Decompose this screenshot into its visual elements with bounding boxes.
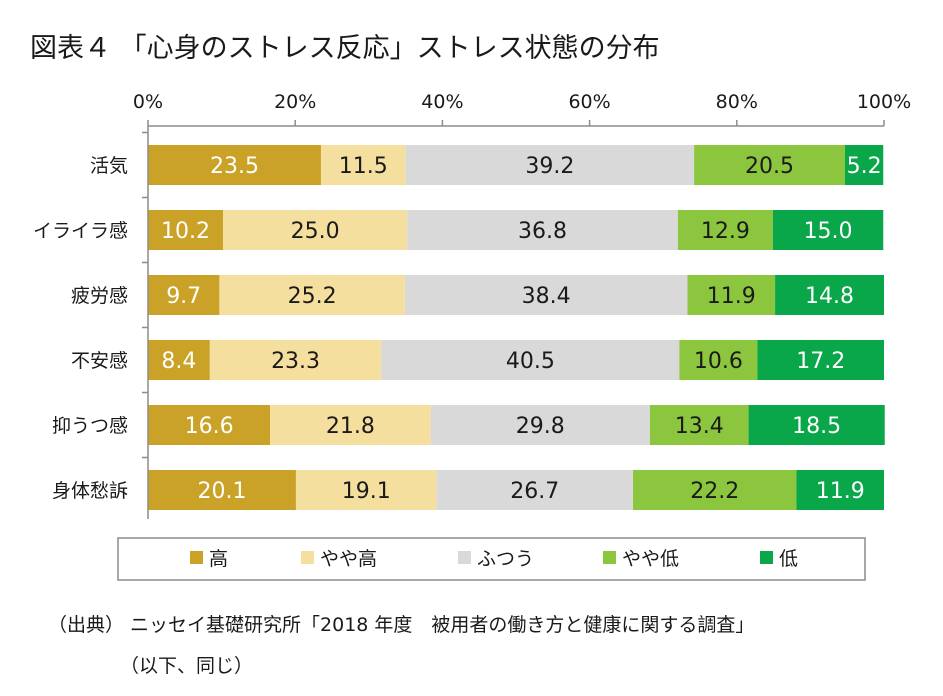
bar-segment (649, 405, 749, 445)
bar-segment (148, 210, 224, 250)
bar-segment (404, 275, 688, 315)
bar-segment (687, 275, 776, 315)
bar-segment (148, 470, 296, 510)
axes (142, 125, 884, 519)
bar-segment (677, 210, 773, 250)
legend-label: 低 (779, 548, 798, 570)
bar-segment (748, 405, 885, 445)
legend-label: ふつう (477, 548, 534, 570)
x-tick-label: 60% (568, 91, 610, 113)
x-tick-label: 80% (716, 91, 758, 113)
bar-segment (209, 340, 382, 380)
bar-segment (430, 405, 650, 445)
bar-segment (844, 145, 884, 185)
data-label: 25.0 (291, 219, 340, 244)
bar-segment (148, 145, 321, 185)
legend-swatch (760, 551, 773, 564)
category-label: 疲労感 (71, 285, 128, 307)
data-label: 8.4 (161, 349, 196, 374)
bar-segment (694, 145, 845, 185)
data-label: 25.2 (288, 284, 337, 309)
x-axis-ticks: 0% 20% 40% 60% 80% 100% (133, 91, 911, 126)
stacked-bar-chart: 0% 20% 40% 60% 80% 100% 23.5 11.5 39.2 20.5 5.2 10… (33, 91, 911, 581)
data-label: 16.6 (185, 414, 234, 439)
legend-box (117, 537, 866, 581)
data-label: 23.5 (210, 154, 259, 179)
legend-label: やや高 (320, 548, 377, 570)
bar-segment (757, 340, 884, 380)
category-label: イライラ感 (33, 220, 128, 242)
bar-segment (148, 405, 271, 445)
legend: 高 やや高 ふつう やや低 低 (117, 537, 866, 581)
data-label: 21.8 (326, 414, 375, 439)
bar-segment (223, 210, 408, 250)
bar-segment (381, 340, 680, 380)
category-label: 活気 (90, 155, 128, 177)
legend-swatch (190, 551, 203, 564)
data-label: 11.5 (339, 154, 388, 179)
data-label: 15.0 (804, 219, 853, 244)
x-tick-label: 0% (133, 91, 163, 113)
data-label: 18.5 (792, 414, 841, 439)
data-label: 9.7 (166, 284, 201, 309)
data-label: 26.7 (510, 479, 559, 504)
data-label: 10.6 (694, 349, 743, 374)
bar-segment (219, 275, 405, 315)
data-label: 11.9 (816, 479, 865, 504)
data-label: 13.4 (675, 414, 724, 439)
legend-label: やや低 (622, 548, 679, 570)
data-label: 38.4 (522, 284, 571, 309)
bar-segment (295, 470, 437, 510)
data-label: 23.3 (271, 349, 320, 374)
bar-segment (405, 145, 695, 185)
x-tick-label: 40% (421, 91, 463, 113)
bar-segment (633, 470, 797, 510)
data-label: 12.9 (701, 219, 750, 244)
data-label: 22.2 (690, 479, 739, 504)
source-note-continued: （以下、同じ） (120, 655, 254, 677)
bar-segment (775, 275, 884, 315)
legend-swatch (301, 551, 314, 564)
data-label: 20.1 (197, 479, 246, 504)
category-label: 抑うつ感 (52, 415, 128, 437)
data-label: 40.5 (506, 349, 555, 374)
bar-segment (772, 210, 884, 250)
bar-segment (148, 275, 220, 315)
data-label: 10.2 (161, 219, 210, 244)
data-label: 5.2 (847, 154, 882, 179)
bar-segments: 23.5 11.5 39.2 20.5 5.2 10.2 25.0 36.8 12.9 15.0 9… (148, 145, 885, 510)
data-label: 36.8 (518, 219, 567, 244)
bar-segment (148, 340, 210, 380)
bar-segment (270, 405, 431, 445)
category-label: 不安感 (71, 350, 128, 372)
bar-segment (679, 340, 758, 380)
data-label: 19.1 (342, 479, 391, 504)
data-label: 17.2 (796, 349, 845, 374)
bar-segment (436, 470, 634, 510)
data-label: 29.8 (516, 414, 565, 439)
legend-label: 高 (209, 548, 228, 570)
legend-swatch (458, 551, 471, 564)
chart-title: 図表４ 「心身のストレス反応」ストレス状態の分布 (30, 33, 660, 64)
bar-segment (320, 145, 406, 185)
data-label: 11.9 (707, 284, 756, 309)
data-label: 20.5 (745, 154, 794, 179)
category-label: 身体愁訴 (52, 480, 128, 502)
bar-segment (796, 470, 884, 510)
data-label: 39.2 (525, 154, 574, 179)
data-label: 14.8 (805, 284, 854, 309)
source-note: （出典） ニッセイ基礎研究所「2018 年度 被用者の働き方と健康に関する調査」 (48, 614, 755, 636)
x-tick-label: 100% (857, 91, 911, 113)
legend-swatch (603, 551, 616, 564)
bar-segment (407, 210, 678, 250)
x-tick-label: 20% (274, 91, 316, 113)
